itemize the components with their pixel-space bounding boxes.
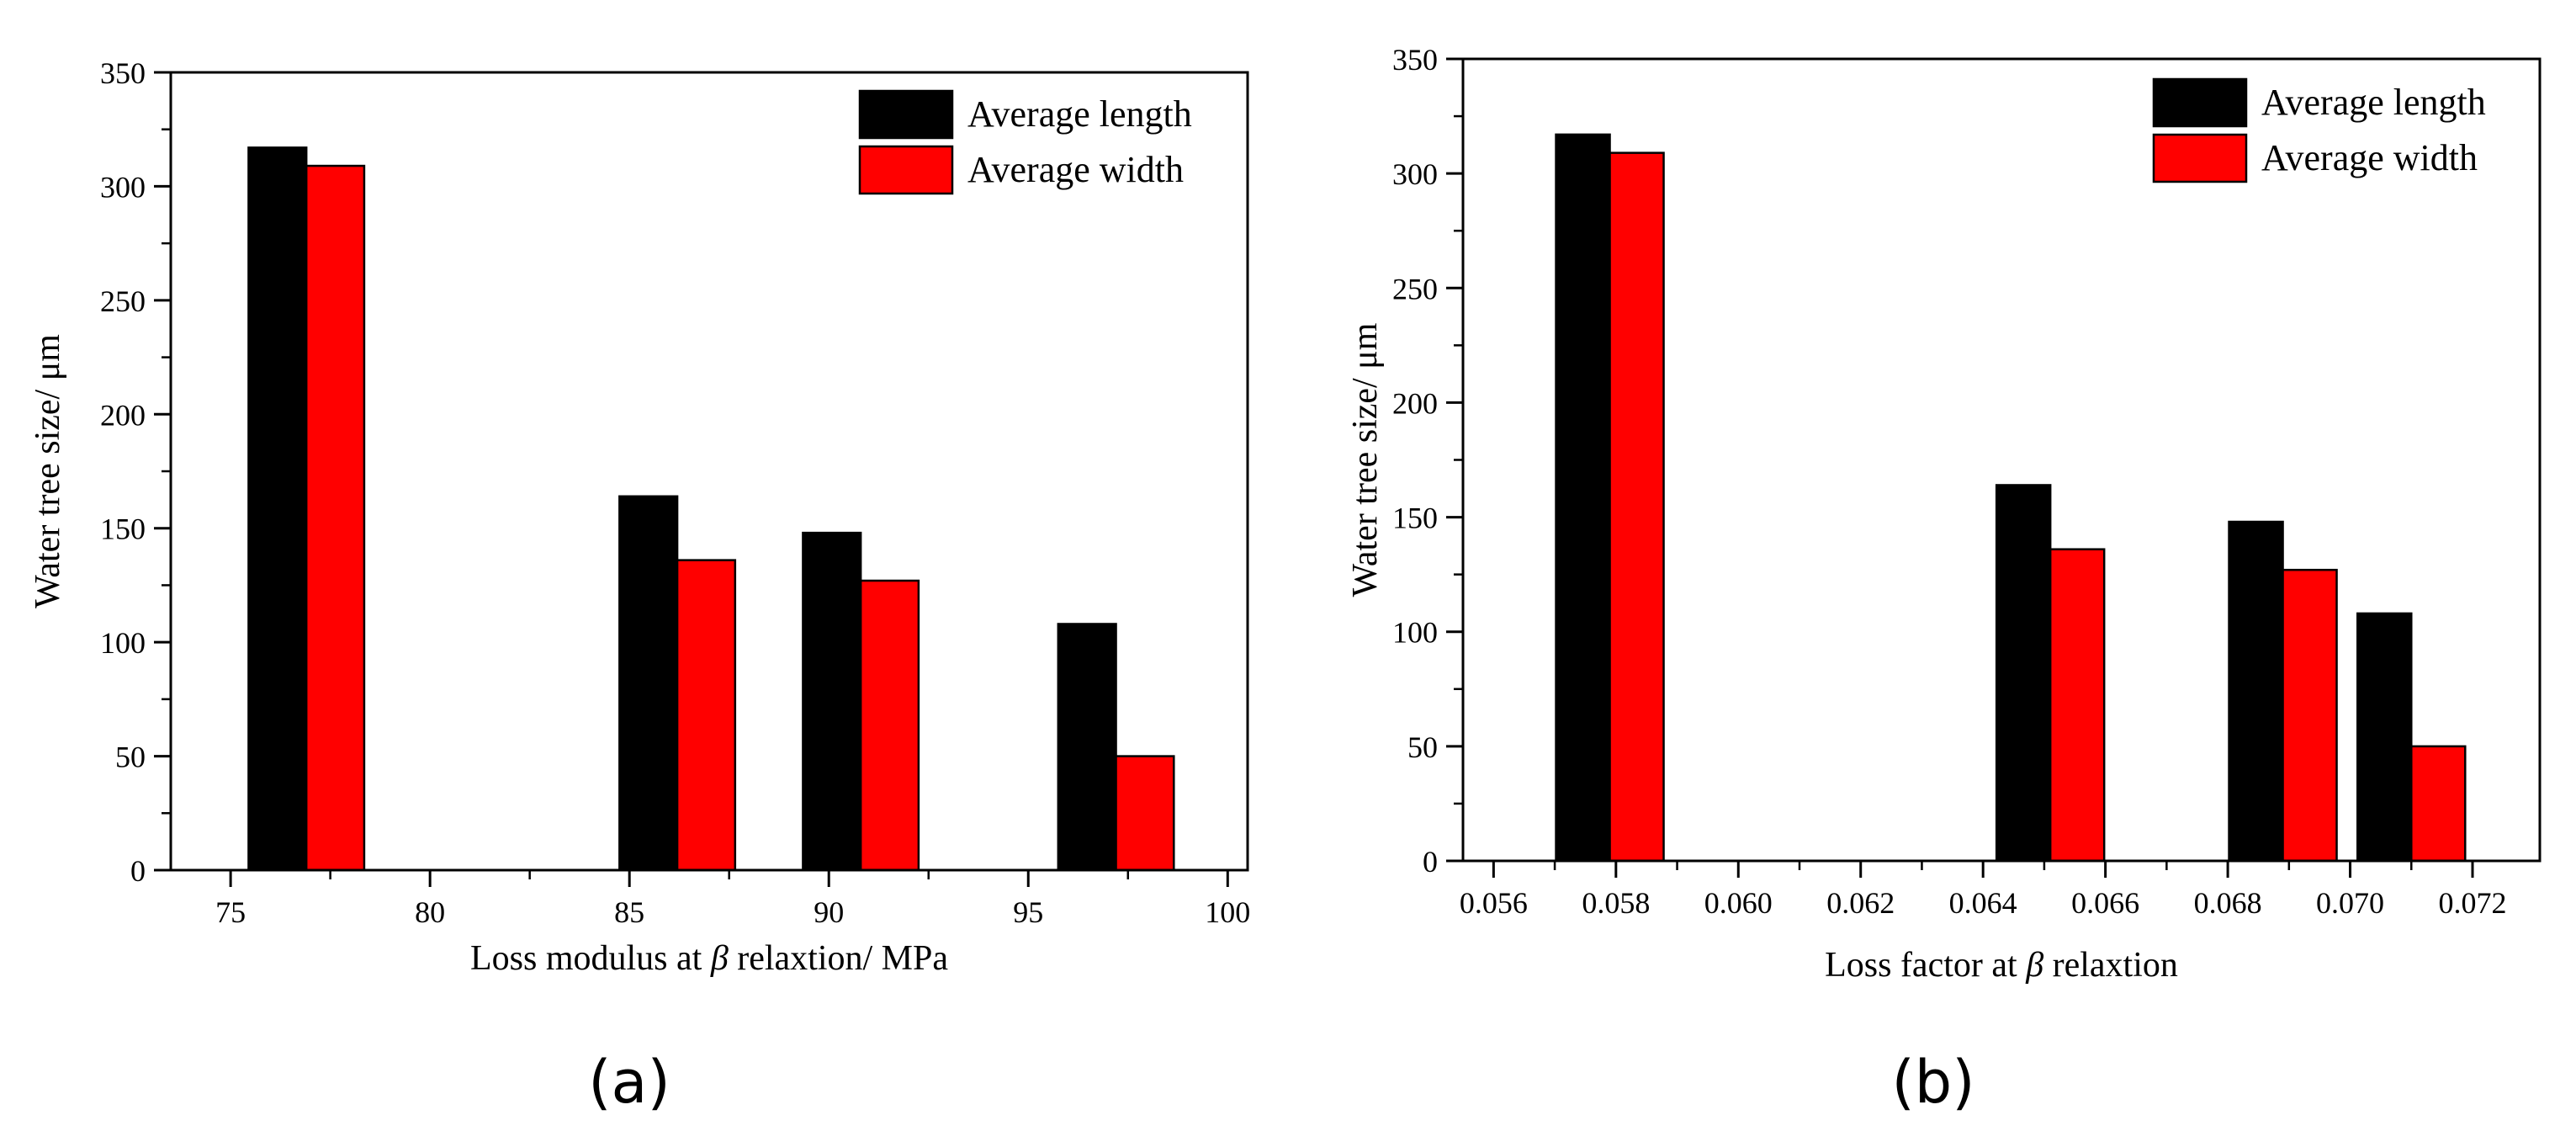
- x-tick-label: 75: [215, 895, 246, 929]
- x-tick-label: 0.070: [2316, 886, 2384, 920]
- legend-swatch-length: [858, 89, 954, 140]
- panel-label-b: (b): [1891, 1048, 1974, 1117]
- bar-width-2: [676, 559, 737, 872]
- legend-swatch-width: [2152, 133, 2248, 183]
- x-axis-title-part: β: [2025, 946, 2043, 985]
- y-tick-label: 50: [115, 741, 146, 774]
- x-tick-label: 0.058: [1582, 886, 1650, 920]
- y-tick-label: 300: [100, 170, 146, 204]
- bar-width-1: [305, 164, 366, 872]
- bar-length-3: [2228, 520, 2284, 863]
- y-tick-label: 150: [100, 512, 146, 546]
- x-tick-label: 0.072: [2439, 886, 2507, 920]
- x-tick-label: 100: [1205, 895, 1250, 929]
- y-tick-label: 0: [130, 854, 146, 888]
- bar-width-1: [1609, 151, 1665, 863]
- y-tick-label: 150: [1392, 502, 1438, 535]
- bar-length-2: [618, 495, 679, 872]
- y-axis-title: Water tree size/ μm: [1346, 322, 1385, 597]
- x-tick-label: 0.066: [2071, 886, 2139, 920]
- bar-length-4: [2356, 612, 2413, 863]
- bar-width-4: [1115, 755, 1175, 872]
- legend-label-length: Average length: [967, 93, 1192, 135]
- bar-width-3: [2282, 568, 2338, 863]
- x-tick-label: 0.064: [1949, 886, 2017, 920]
- x-axis-title-part: relaxtion/ MPa: [729, 939, 949, 978]
- x-tick-label: 0.068: [2194, 886, 2262, 920]
- x-tick-label: 0.062: [1826, 886, 1895, 920]
- bar-width-2: [2049, 548, 2106, 863]
- bar-width-3: [859, 579, 920, 872]
- x-tick-label: 80: [415, 895, 445, 929]
- x-tick-label: 0.056: [1460, 886, 1528, 920]
- y-tick-label: 200: [1392, 386, 1438, 420]
- bar-length-4: [1057, 623, 1117, 872]
- bar-width-4: [2410, 745, 2467, 863]
- x-tick-label: 0.060: [1704, 886, 1773, 920]
- y-tick-label: 350: [1392, 43, 1438, 77]
- y-tick-label: 350: [100, 56, 146, 90]
- y-axis-title: Water tree size/ μm: [29, 334, 67, 608]
- y-tick-label: 50: [1407, 730, 1438, 764]
- chart-b: 0 50 100 150 200 250 300 350 0.056 0.058 0.060 0.06…: [1346, 43, 2542, 985]
- y-tick-label: 100: [100, 626, 146, 660]
- y-tick-label: 100: [1392, 616, 1438, 650]
- x-axis-title: Loss modulus at β relaxtion/ MPa: [470, 939, 948, 978]
- y-tick-label: 250: [1392, 272, 1438, 305]
- y-tick-label: 0: [1423, 845, 1438, 879]
- x-axis-title-part: Loss modulus at: [470, 939, 711, 978]
- x-axis-title: Loss factor at β relaxtion: [1825, 946, 2178, 985]
- legend-label-length: Average length: [2261, 82, 2486, 123]
- legend-label-width: Average width: [967, 149, 1184, 190]
- panel-label-a: (a): [588, 1048, 671, 1117]
- x-axis-title-part: Loss factor at: [1825, 946, 2026, 985]
- chart-a: 0 50 100 150 200 250 300 350 75 80 85 90 95 100 Loss m…: [29, 56, 1250, 978]
- legend-swatch-length: [2152, 77, 2248, 128]
- bar-length-3: [802, 531, 862, 872]
- x-axis-title-part: β: [710, 939, 729, 978]
- x-tick-label: 95: [1013, 895, 1043, 929]
- y-tick-label: 250: [100, 284, 146, 318]
- x-tick-label: 90: [814, 895, 844, 929]
- bar-length-1: [1555, 133, 1611, 863]
- bar-length-2: [1995, 484, 2052, 863]
- y-tick-label: 300: [1392, 157, 1438, 191]
- x-tick-label: 85: [614, 895, 644, 929]
- bar-length-1: [247, 146, 308, 872]
- y-tick-label: 200: [100, 398, 146, 432]
- legend-label-width: Average width: [2261, 137, 2478, 178]
- x-axis-title-part: relaxtion: [2043, 946, 2178, 985]
- legend-swatch-width: [858, 145, 954, 195]
